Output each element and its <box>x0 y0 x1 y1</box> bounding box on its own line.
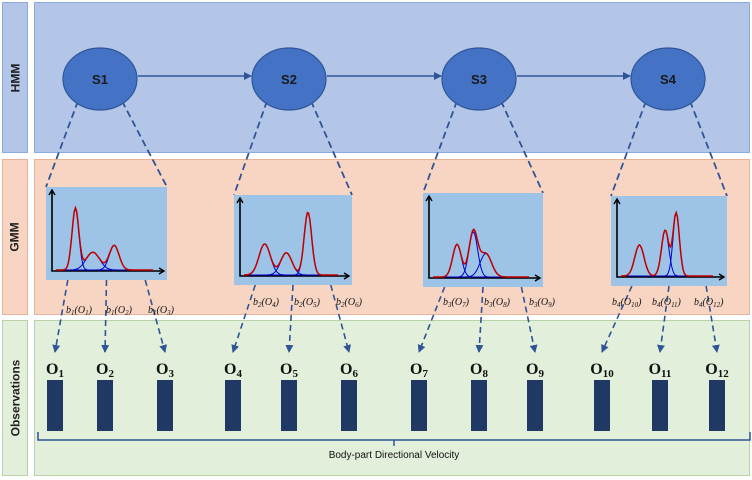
observation-label: O12 <box>705 361 729 380</box>
axis-title: Body-part Directional Velocity <box>329 450 460 461</box>
emission-label: b1(O2) <box>106 305 133 317</box>
gmm-plot <box>423 193 543 287</box>
observation-label: O1 <box>46 361 64 380</box>
state-node <box>251 47 327 111</box>
observation-bar <box>157 380 173 431</box>
observation-bar <box>225 380 241 431</box>
observation-label: O10 <box>590 361 614 380</box>
observation-label: O11 <box>649 361 672 380</box>
mixture-curve <box>621 210 713 277</box>
observation-label: O6 <box>340 361 358 380</box>
gmm-label-box <box>2 159 28 315</box>
emission-labels: b1(O1) b1(O2) b1(O3) b2(O4) b2(O5) b2(O6) b3(O… <box>66 297 724 317</box>
emission-label: b3(O9) <box>529 297 556 309</box>
plot-arrowheads <box>236 196 351 280</box>
observation-bar <box>47 380 63 431</box>
state-plot-link <box>422 100 458 194</box>
emission-link <box>601 285 633 353</box>
gmm-plot <box>46 187 167 280</box>
emission-link <box>144 279 168 353</box>
state-plot-link <box>233 100 268 196</box>
observation-bar <box>341 380 357 431</box>
plot-arrowheads <box>613 197 726 281</box>
emission-label: b4(O12) <box>694 297 724 309</box>
state-label: S4 <box>660 72 677 87</box>
emission-label: b2(O5) <box>294 297 321 309</box>
velocity-axis: Body-part Directional Velocity <box>37 432 751 461</box>
plot-axes <box>51 191 163 272</box>
emission-label: b3(O7) <box>443 297 470 309</box>
observation-label: O7 <box>410 361 428 380</box>
dashed-links <box>45 100 728 353</box>
emission-label: b3(O8) <box>484 297 511 309</box>
mixture-curve <box>56 205 153 271</box>
plot-arrowheads <box>48 188 166 275</box>
observation-label: O5 <box>280 361 298 380</box>
observation-label: O2 <box>96 361 114 380</box>
state-plot-link <box>45 100 79 188</box>
plot-axes <box>616 200 723 278</box>
observation-bar <box>97 380 113 431</box>
hmm-states: S1 S2 S3 S4 <box>62 47 706 111</box>
plot-arrowheads <box>425 194 542 282</box>
emission-label: b2(O6) <box>336 297 363 309</box>
observation-bar <box>594 380 610 431</box>
state-label: S1 <box>92 72 108 87</box>
gmm-plot <box>234 195 352 285</box>
observation-bar <box>652 380 668 431</box>
observation-bar <box>527 380 543 431</box>
state-plot-link <box>310 100 353 196</box>
emission-link <box>329 284 352 353</box>
plot-axes <box>239 199 348 277</box>
state-plot-link <box>500 100 544 194</box>
emission-link <box>101 279 110 353</box>
state-plot-link <box>121 100 168 188</box>
gmm-plots <box>46 187 727 287</box>
emission-link <box>231 284 256 353</box>
observation-bar <box>281 380 297 431</box>
emission-link <box>705 285 720 353</box>
state-node <box>441 47 517 111</box>
observation-bar <box>709 380 725 431</box>
state-plot-link <box>610 100 647 197</box>
emission-label: b2(O4) <box>253 297 280 309</box>
emission-link <box>520 286 538 353</box>
emission-link <box>417 286 446 353</box>
emission-label: b4(O11) <box>652 297 682 309</box>
emission-label: b1(O3) <box>148 305 175 317</box>
axis-brace <box>37 432 751 446</box>
observation-label: O3 <box>156 361 174 380</box>
observation-label: O8 <box>470 361 488 380</box>
observation-label: O9 <box>526 361 544 380</box>
hmm-label-box <box>2 2 28 153</box>
state-node <box>630 47 706 111</box>
emission-label: b4(O10) <box>612 297 642 309</box>
observation-label: O4 <box>224 361 242 380</box>
emission-link <box>656 285 670 353</box>
state-node <box>62 47 138 111</box>
observations-band <box>34 320 750 476</box>
state-plot-link <box>689 100 728 197</box>
observation-bar <box>411 380 427 431</box>
observation-bar <box>471 380 487 431</box>
state-label: S2 <box>281 72 297 87</box>
plot-axes <box>428 197 539 279</box>
observation-columns: O1 O2 O3 O4 O5 O6 O7 O8 O9 O10 O11 O12 <box>46 361 729 431</box>
mixture-curve <box>433 228 529 278</box>
emission-link <box>285 284 294 353</box>
emission-label: b1(O1) <box>66 305 93 317</box>
observations-label-box <box>2 320 28 476</box>
emission-link <box>475 286 484 353</box>
mixture-curve <box>243 211 338 276</box>
emission-link <box>52 279 69 353</box>
state-label: S3 <box>471 72 487 87</box>
